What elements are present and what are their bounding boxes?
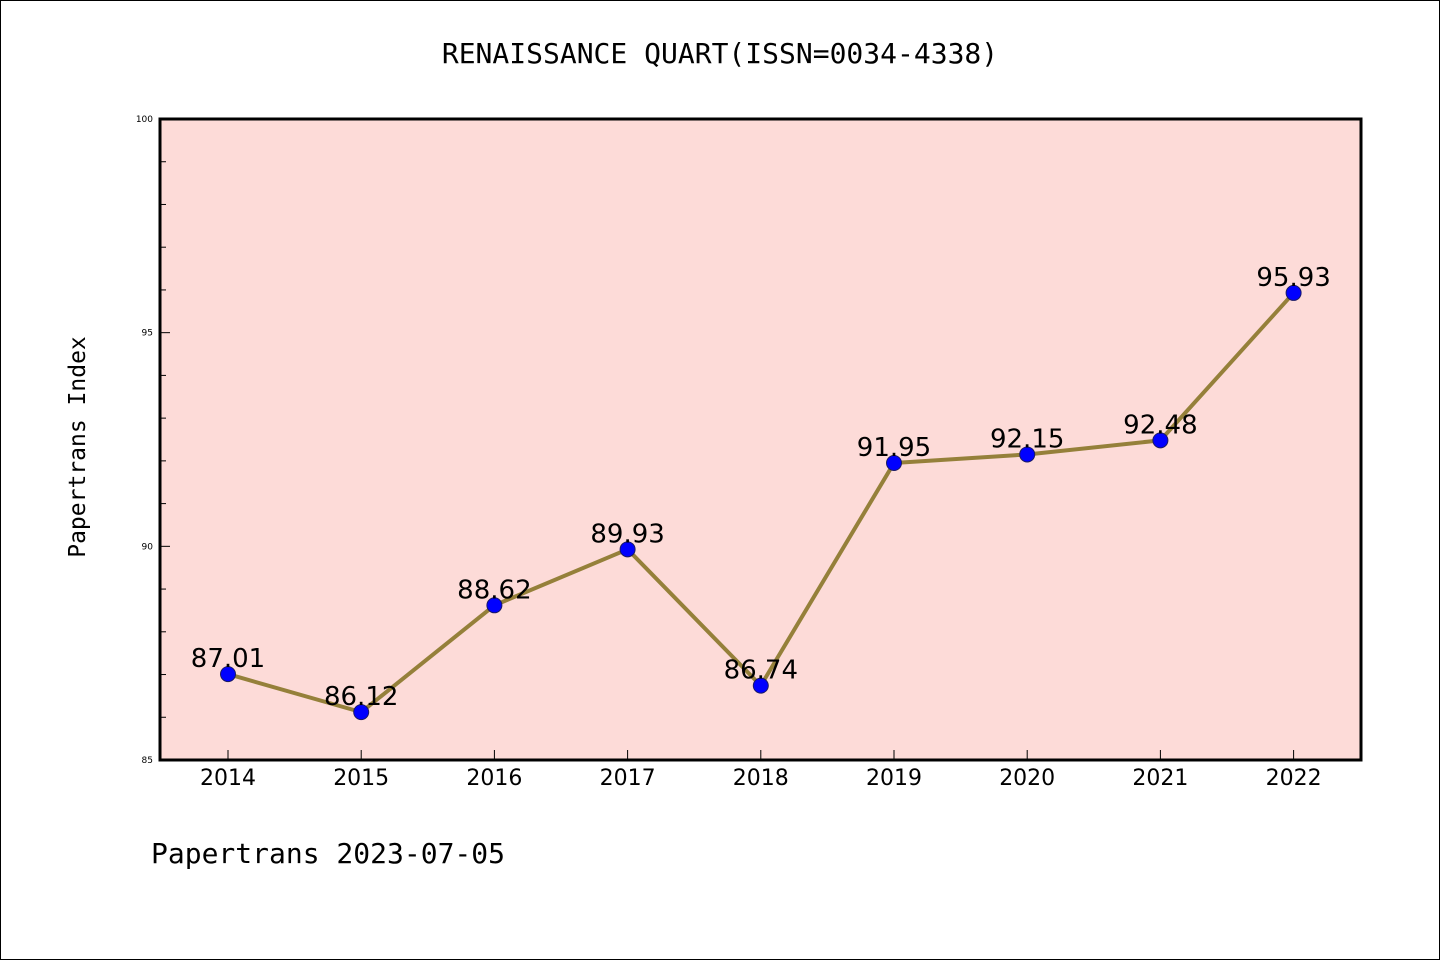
data-label: 86.12 <box>324 682 398 712</box>
y-tick-label: 100 <box>136 115 153 125</box>
x-tick-label: 2017 <box>600 766 656 791</box>
data-label: 95.93 <box>1256 263 1330 293</box>
data-point <box>619 541 636 558</box>
data-point <box>1019 446 1036 463</box>
x-tick-label: 2015 <box>333 766 389 791</box>
data-point <box>752 677 769 694</box>
chart-title: RENAISSANCE QUART(ISSN=0034-4338) <box>441 37 999 70</box>
x-tick-label: 2021 <box>1132 766 1188 791</box>
data-point <box>220 666 236 683</box>
data-label: 87.01 <box>191 644 265 674</box>
data-label: 92.48 <box>1123 410 1197 440</box>
y-tick-label: 90 <box>142 542 154 552</box>
x-tick-label: 2014 <box>200 766 256 791</box>
y-tick-label: 95 <box>142 329 153 339</box>
plot-border <box>158 117 1363 762</box>
data-label: 86.74 <box>724 656 798 686</box>
x-tick-label: 2022 <box>1266 766 1322 791</box>
data-point <box>886 455 902 472</box>
x-tick-label: 2016 <box>466 766 522 791</box>
data-label: 91.95 <box>857 433 931 463</box>
data-label: 92.15 <box>990 424 1064 454</box>
data-label: 89.93 <box>590 519 664 549</box>
x-tick-label: 2018 <box>733 766 789 791</box>
data-point <box>1285 284 1302 301</box>
footer-date: Papertrans 2023-07-05 <box>151 837 506 870</box>
data-point <box>353 704 370 721</box>
x-tick-label: 2019 <box>866 766 922 791</box>
data-label: 88.62 <box>457 575 531 605</box>
y-tick-label: 85 <box>142 756 153 766</box>
data-point <box>1152 432 1169 449</box>
x-tick-label: 2020 <box>999 766 1055 791</box>
data-point <box>486 597 503 614</box>
